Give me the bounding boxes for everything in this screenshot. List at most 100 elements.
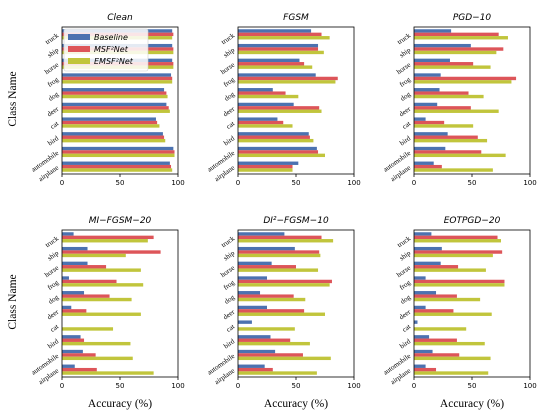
bar-msf-net-bird xyxy=(62,135,165,139)
bar-baseline-horse xyxy=(238,58,300,63)
bar-msf-net-horse xyxy=(238,62,305,66)
bar-msf-net-bird xyxy=(414,338,457,342)
bar-baseline-cat xyxy=(414,117,426,121)
bar-emsf-net-airplane xyxy=(414,168,493,172)
bar-msf-net-automobile xyxy=(414,353,460,357)
category-label: truck xyxy=(396,31,413,46)
bar-baseline-frog xyxy=(414,73,441,77)
category-label: bird xyxy=(222,134,236,147)
legend-label-baseline: Baseline xyxy=(94,33,128,42)
bar-emsf-net-deer xyxy=(62,312,141,316)
bar-emsf-net-truck xyxy=(414,36,508,40)
x-tick-label: 0 xyxy=(60,179,64,187)
bar-baseline-deer xyxy=(414,305,426,310)
x-tick-label: 0 xyxy=(412,382,416,390)
legend-swatch-emsf-net xyxy=(68,58,90,64)
category-label: cat xyxy=(401,323,412,334)
category-label: deer xyxy=(398,105,413,119)
bar-msf-net-deer xyxy=(238,106,320,110)
bar-msf-net-ship xyxy=(414,250,503,254)
category-label: horse xyxy=(395,61,412,76)
bar-msf-net-horse xyxy=(238,265,296,269)
bar-baseline-cat xyxy=(62,117,156,121)
bar-baseline-horse xyxy=(238,261,272,266)
category-label: bird xyxy=(398,337,412,350)
legend-label-emsf-net: EMSF²Net xyxy=(94,57,134,66)
bar-msf-net-ship xyxy=(62,250,161,254)
category-label: bird xyxy=(398,134,412,147)
bar-baseline-dog xyxy=(414,88,440,92)
category-label: frog xyxy=(398,278,413,292)
bar-emsf-net-frog xyxy=(414,80,512,84)
bar-emsf-net-deer xyxy=(62,109,170,113)
category-label: cat xyxy=(401,120,412,131)
category-label: deer xyxy=(222,105,237,119)
bar-emsf-net-ship xyxy=(238,253,321,258)
bar-baseline-dog xyxy=(414,291,437,295)
col-xlabel-2: Accuracy (%) xyxy=(264,398,328,410)
panel-title: DI²−FGSM−10 xyxy=(263,216,329,226)
bar-emsf-net-bird xyxy=(62,138,166,143)
bar-emsf-net-horse xyxy=(62,268,141,272)
bar-msf-net-truck xyxy=(414,235,498,240)
bar-baseline-bird xyxy=(62,132,163,136)
category-label: horse xyxy=(43,264,60,279)
bar-baseline-truck xyxy=(414,232,432,236)
x-tick-label: 0 xyxy=(236,179,240,187)
panel-title: EOTPGD−20 xyxy=(444,216,501,226)
x-tick-label: 0 xyxy=(236,382,240,390)
panel-title: PGD−10 xyxy=(453,13,492,23)
bar-msf-net-frog xyxy=(414,76,517,81)
category-label: horse xyxy=(395,264,412,279)
panel-di-fgsm-10: DI²−FGSM−10airplaneautomobilebirdcatdeer… xyxy=(206,216,361,390)
bar-baseline-frog xyxy=(62,276,69,280)
bar-msf-net-cat xyxy=(414,120,445,125)
bar-baseline-automobile xyxy=(62,146,174,151)
bar-emsf-net-dog xyxy=(62,297,132,302)
bar-msf-net-dog xyxy=(62,91,167,95)
category-label: bird xyxy=(46,337,60,350)
bar-baseline-automobile xyxy=(238,146,317,151)
x-tick-label: 100 xyxy=(347,382,360,390)
bar-emsf-net-dog xyxy=(62,94,168,99)
bar-emsf-net-deer xyxy=(414,109,499,113)
category-label: ship xyxy=(222,249,237,263)
x-tick-label: 50 xyxy=(116,179,125,187)
bar-emsf-net-frog xyxy=(238,283,330,287)
bar-msf-net-automobile xyxy=(414,150,482,154)
panel-fgsm: FGSMairplaneautomobilebirdcatdeerdogfrog… xyxy=(206,13,361,187)
bar-baseline-airplane xyxy=(238,161,299,165)
bar-baseline-frog xyxy=(62,73,172,77)
bar-emsf-net-airplane xyxy=(62,371,154,375)
bar-baseline-frog xyxy=(414,276,426,280)
bar-msf-net-automobile xyxy=(62,150,175,154)
bar-baseline-deer xyxy=(238,102,294,107)
category-label: frog xyxy=(222,278,237,292)
category-label: cat xyxy=(225,323,236,334)
bar-baseline-truck xyxy=(238,29,312,33)
category-label: horse xyxy=(219,61,236,76)
category-label: cat xyxy=(225,120,236,131)
bar-emsf-net-airplane xyxy=(414,371,489,375)
bar-emsf-net-cat xyxy=(238,327,295,331)
bar-msf-net-deer xyxy=(414,106,471,110)
bar-baseline-ship xyxy=(238,246,295,251)
bar-msf-net-dog xyxy=(62,294,110,298)
bar-msf-net-bird xyxy=(414,135,478,139)
category-label: truck xyxy=(220,234,237,249)
bar-emsf-net-cat xyxy=(62,124,160,128)
bar-baseline-deer xyxy=(62,305,72,310)
x-tick-label: 0 xyxy=(412,179,416,187)
bar-emsf-net-deer xyxy=(238,312,325,316)
bar-msf-net-dog xyxy=(414,294,457,298)
bar-msf-net-frog xyxy=(238,76,338,81)
bar-msf-net-deer xyxy=(238,309,305,313)
bar-baseline-airplane xyxy=(238,364,265,368)
bar-emsf-net-bird xyxy=(238,341,310,346)
bar-msf-net-frog xyxy=(238,279,332,284)
x-tick-label: 0 xyxy=(60,382,64,390)
bar-emsf-net-truck xyxy=(62,239,148,243)
bar-baseline-cat xyxy=(414,320,418,324)
category-label: deer xyxy=(46,105,61,119)
bar-emsf-net-ship xyxy=(414,253,493,258)
